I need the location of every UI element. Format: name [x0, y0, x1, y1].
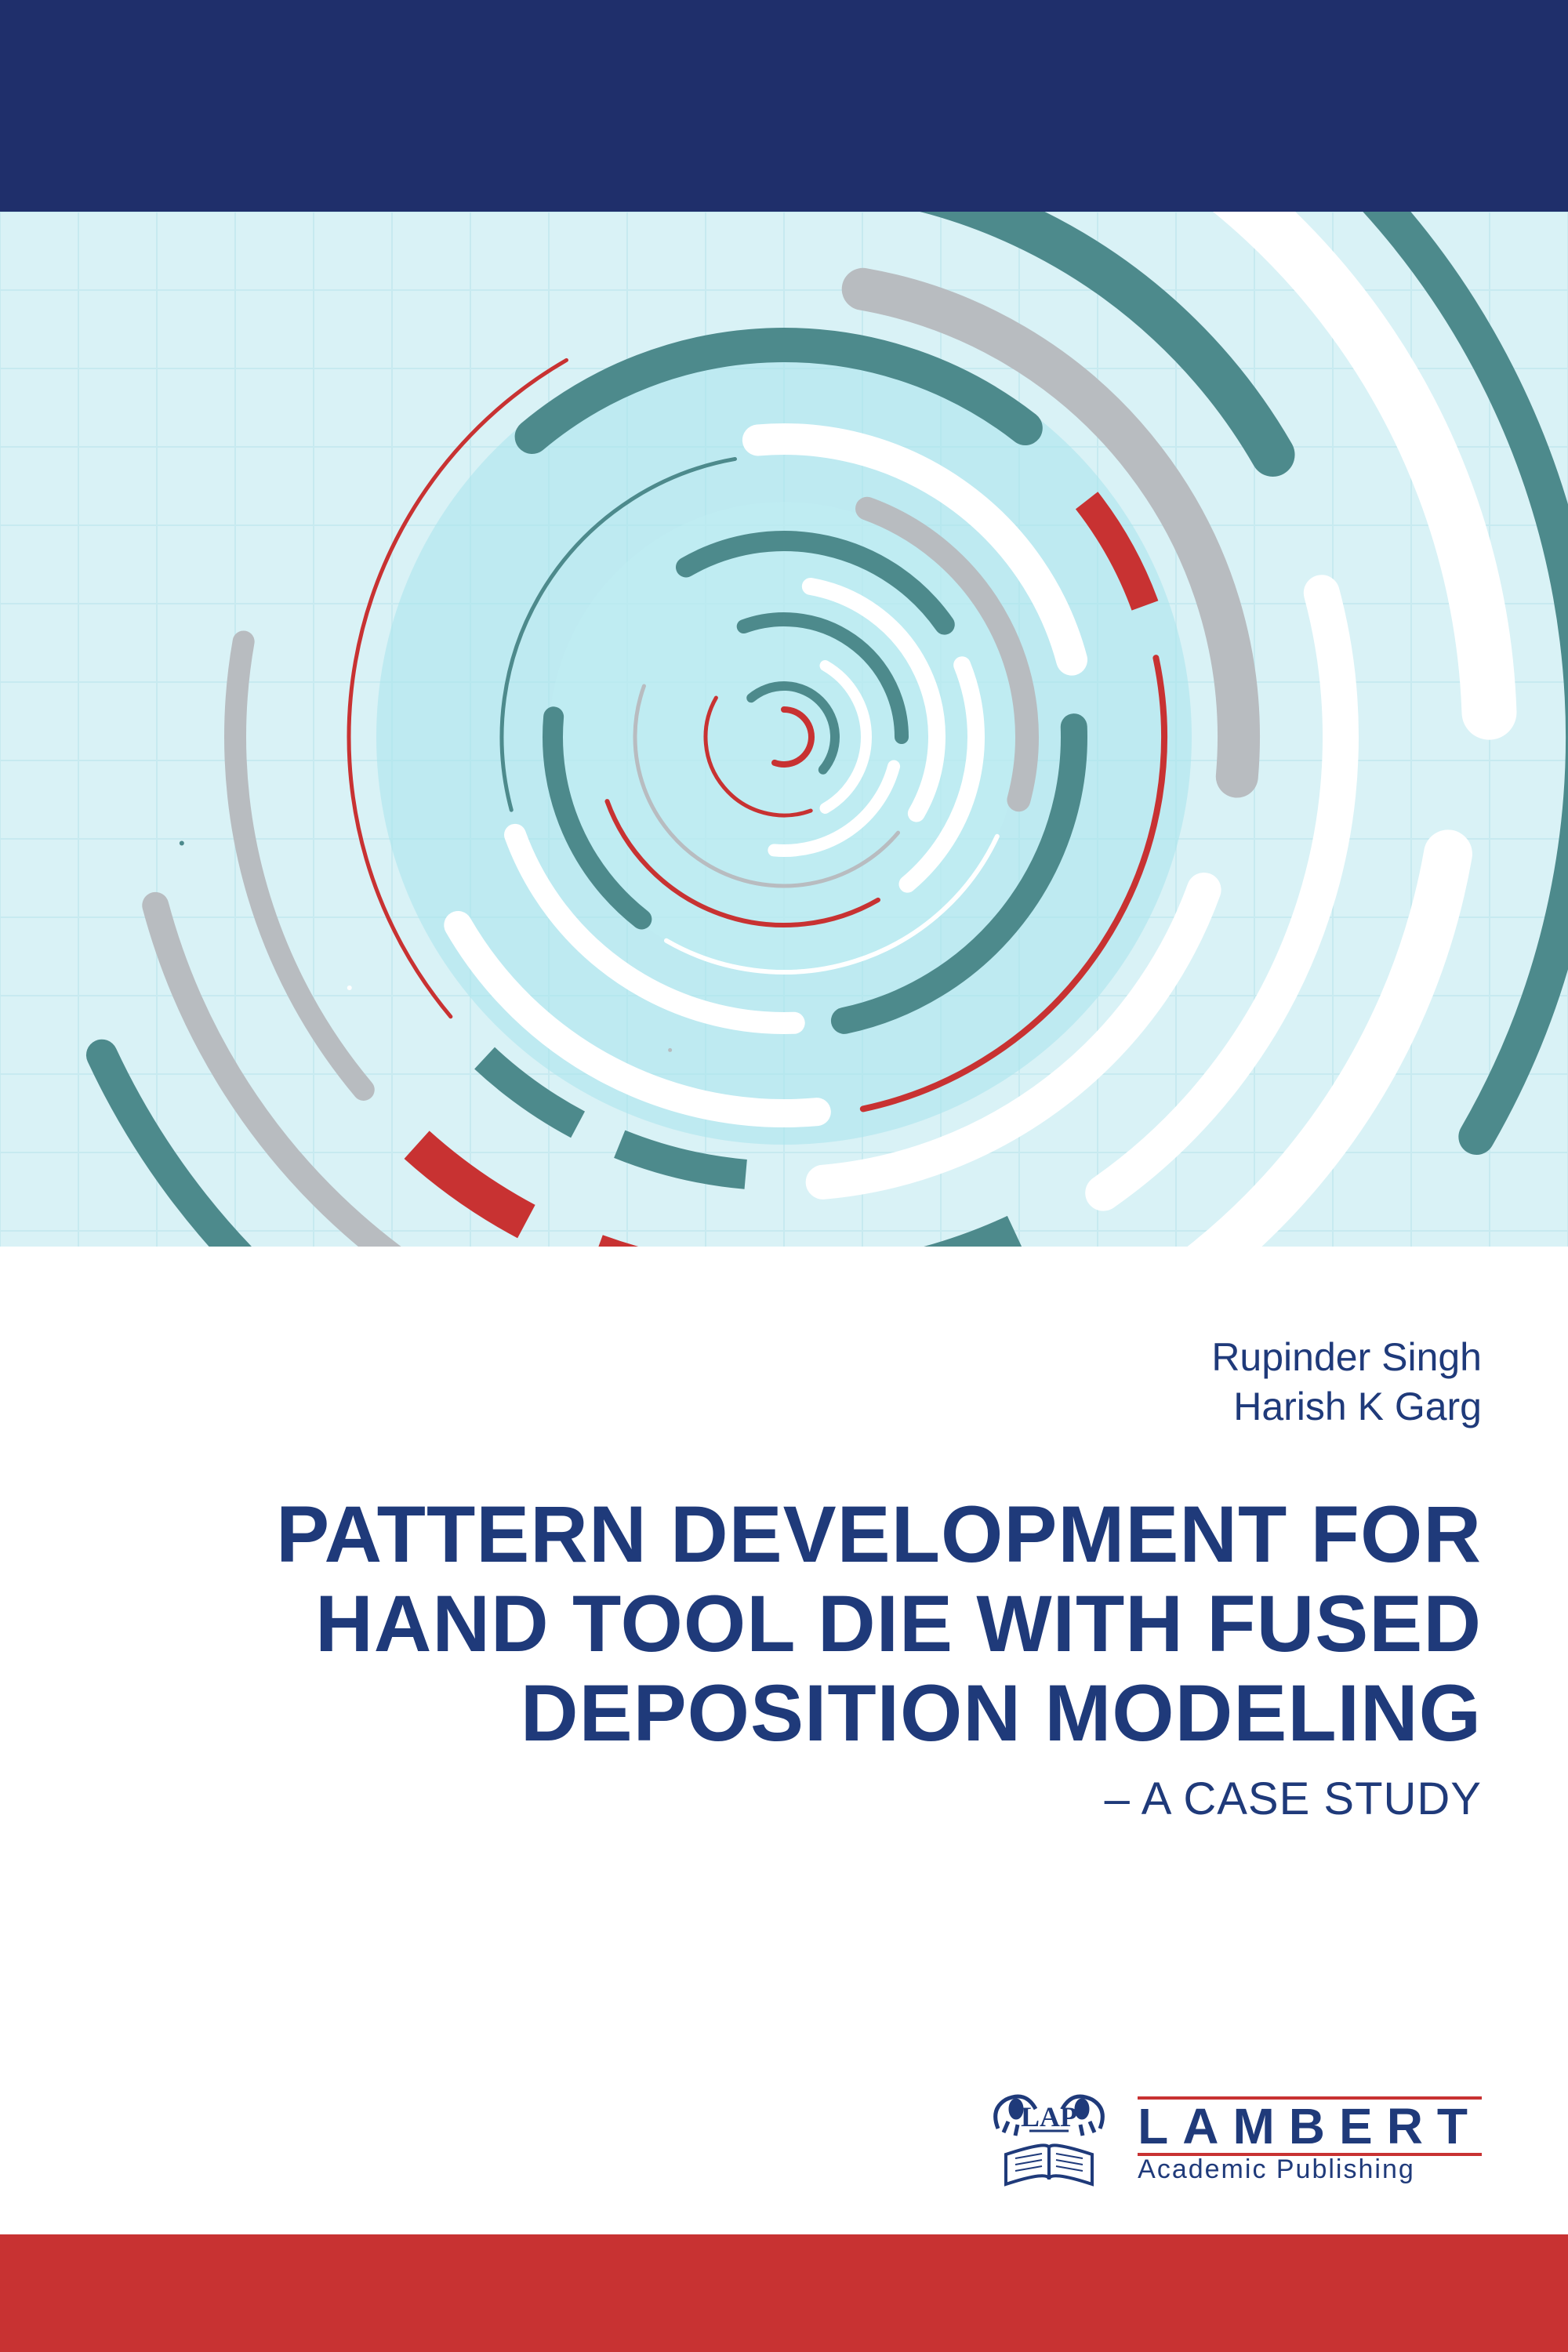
title-line-1: PATTERN DEVELOPMENT FOR — [276, 1490, 1482, 1579]
title-block: PATTERN DEVELOPMENT FOR HAND TOOL DIE WI… — [276, 1490, 1482, 1825]
book-cover: Rupinder Singh Harish K Garg PATTERN DEV… — [0, 0, 1568, 2352]
author-line-2: Harish K Garg — [1211, 1382, 1482, 1432]
publisher-badge-text: LAP — [1021, 2101, 1077, 2132]
author-line-1: Rupinder Singh — [1211, 1333, 1482, 1382]
bottom-band — [0, 2234, 1568, 2352]
publisher-block: LAP LAMBERT Academic Publishing — [982, 2085, 1482, 2195]
publisher-name: LAMBERT — [1138, 2096, 1482, 2156]
publisher-tagline: Academic Publishing — [1138, 2154, 1482, 2185]
title-line-3: DEPOSITION MODELING — [276, 1668, 1482, 1758]
authors-block: Rupinder Singh Harish K Garg — [1211, 1333, 1482, 1431]
top-band — [0, 0, 1568, 212]
subtitle: – A CASE STUDY — [276, 1773, 1482, 1825]
title-line-2: HAND TOOL DIE WITH FUSED — [276, 1579, 1482, 1668]
concentric-rings-graphic — [0, 212, 1568, 1247]
publisher-text: LAMBERT Academic Publishing — [1138, 2096, 1482, 2185]
publisher-logo-icon: LAP — [982, 2085, 1116, 2195]
cover-artwork — [0, 212, 1568, 1247]
